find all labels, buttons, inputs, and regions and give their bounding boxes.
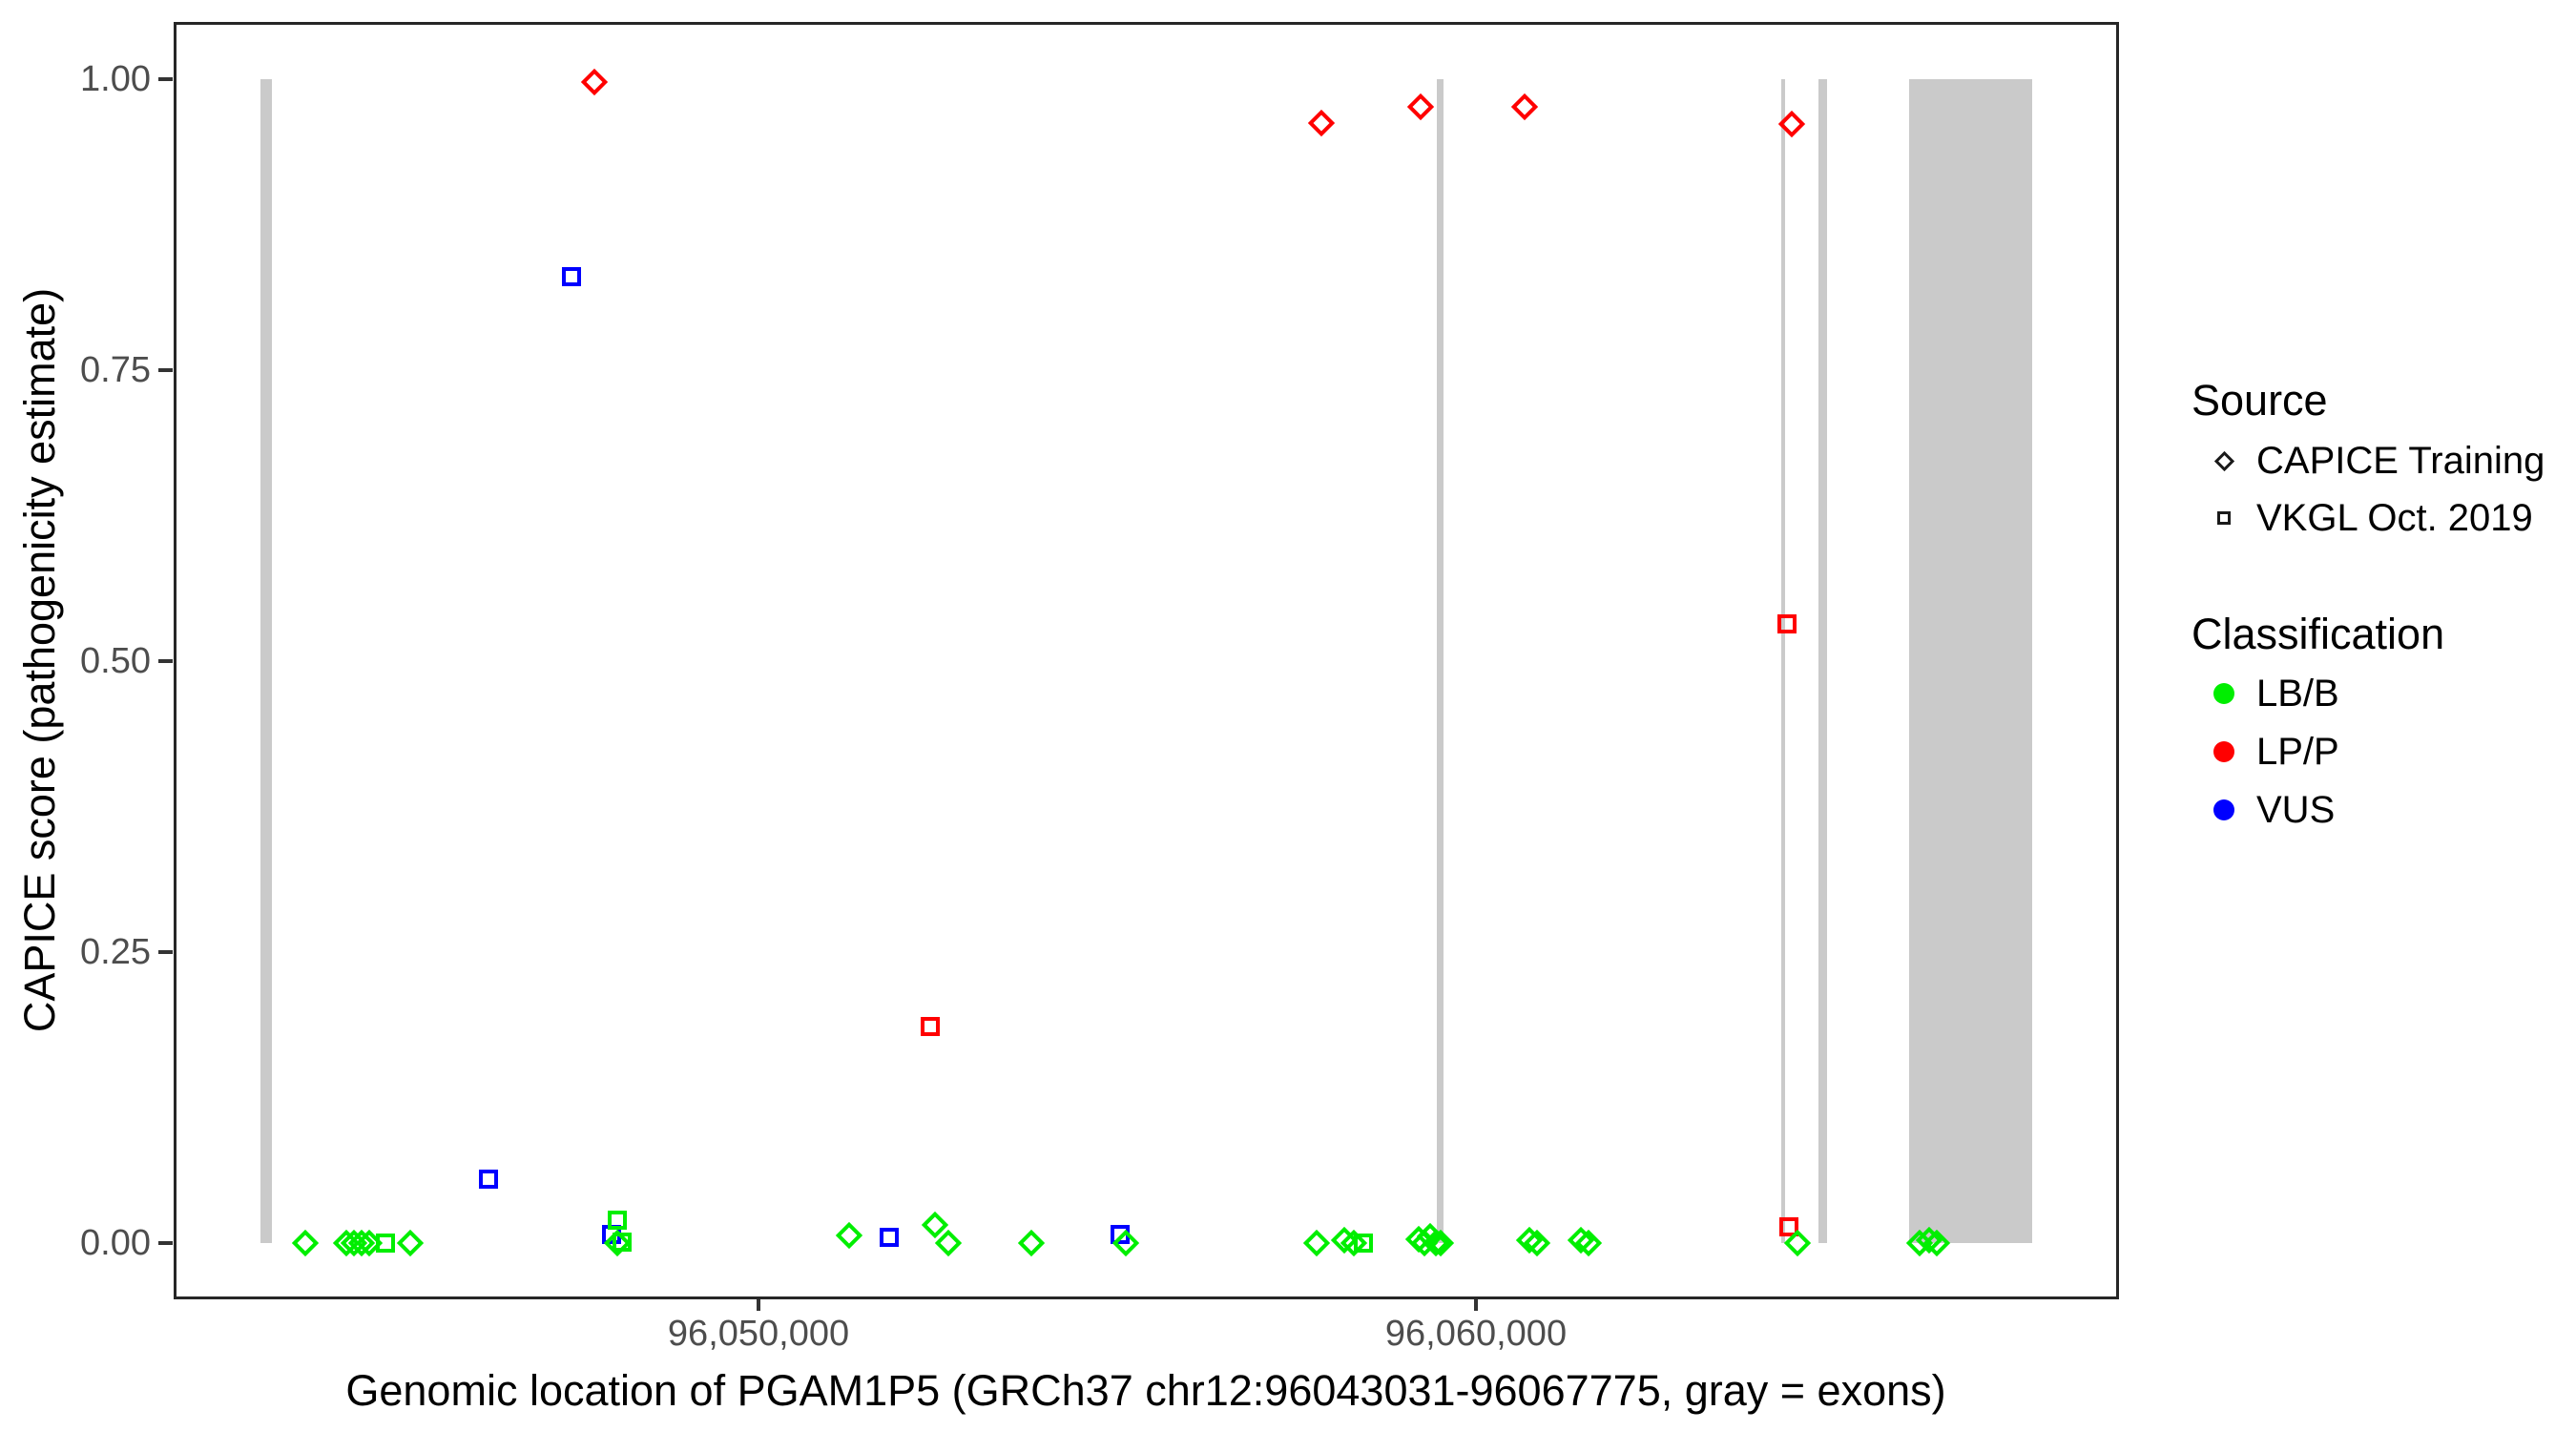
y-tick-label: 0.00 [80,1223,151,1264]
legend-item-square: VKGL Oct. 2019 [2192,491,2533,545]
x-tick-label: 96,060,000 [1384,1314,1568,1354]
y-tick-mark [158,659,173,664]
x-tick-label: 96,050,000 [667,1314,850,1354]
data-point [479,1170,499,1190]
exon-bar [260,78,273,1244]
x-tick-mark [757,1299,761,1311]
square-glyph [2217,511,2231,525]
y-tick-mark [158,950,173,955]
plot-panel [174,22,2119,1299]
data-point [880,1228,900,1248]
legend-item-lb-b: LB/B [2192,667,2339,720]
color-dot-icon [2192,683,2256,704]
data-point [921,1017,941,1037]
color-dot-icon [2192,741,2256,762]
y-tick-mark [158,1241,173,1246]
y-tick-label: 0.25 [80,932,151,973]
legend-item-label: CAPICE Training [2256,439,2545,482]
exon-bar [1908,78,2032,1244]
color-dot-glyph [2213,741,2234,762]
data-point [562,267,582,287]
legend-source-title: Source [2192,376,2328,425]
x-tick-mark [1473,1299,1478,1311]
data-point [1779,1217,1799,1237]
y-tick-mark [158,76,173,81]
legend-item-diamond: CAPICE Training [2192,434,2545,487]
y-tick-label: 0.75 [80,349,151,390]
data-point [1777,614,1797,634]
exon-bar [1780,78,1785,1244]
data-point [1111,1224,1130,1244]
data-point [1354,1234,1373,1254]
square-icon [2192,511,2256,525]
legend-item-label: VKGL Oct. 2019 [2256,496,2533,539]
color-dot-glyph [2213,799,2234,820]
legend-item-vus: VUS [2192,783,2335,837]
data-point [608,1210,628,1230]
legend-item-label: LP/P [2256,730,2339,773]
legend-item-label: LB/B [2256,672,2339,715]
x-axis-title: Genomic location of PGAM1P5 (GRCh37 chr1… [345,1366,1946,1415]
legend-item-lp-p: LP/P [2192,725,2339,778]
exon-bar [1437,78,1444,1244]
legend-item-label: VUS [2256,788,2336,831]
data-point [612,1233,632,1253]
exon-bar [1818,78,1827,1244]
y-tick-mark [158,367,173,372]
diamond-glyph [2213,450,2234,471]
data-point [375,1234,395,1254]
y-tick-label: 1.00 [80,58,151,99]
y-tick-label: 0.50 [80,641,151,682]
y-axis-title: CAPICE score (pathogenicity estimate) [15,287,64,1033]
legend-classification-title: Classification [2192,610,2445,658]
diamond-icon [2192,450,2256,471]
color-dot-glyph [2213,683,2234,704]
color-dot-icon [2192,799,2256,820]
